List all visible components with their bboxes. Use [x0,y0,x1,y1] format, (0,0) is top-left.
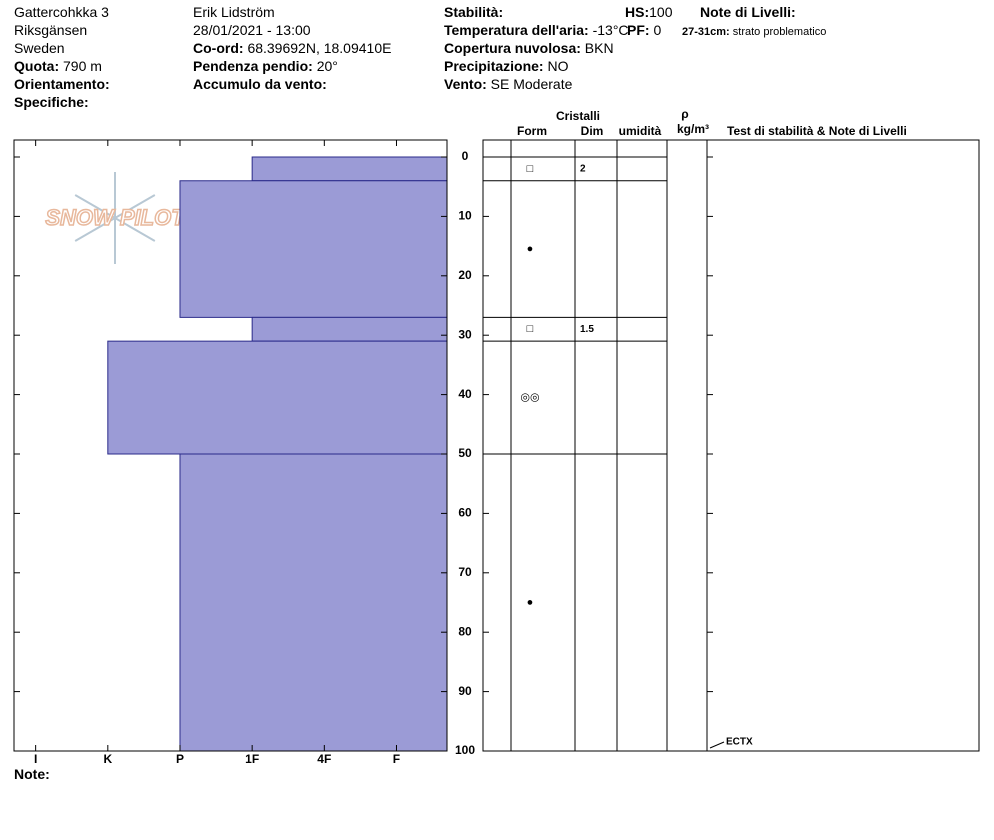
hardness-bar [107,340,448,455]
y-tick-label: 50 [458,446,472,460]
datetime: 28/01/2021 - 13:00 [193,22,311,38]
observer: Erik Lidström [193,4,275,20]
value: 0 [653,22,662,38]
pf: PF: 0 [627,22,661,38]
table-header: Form [517,124,547,138]
value: BKN [584,40,614,56]
text: strato problematico [732,26,827,38]
y-tick-label: 0 [462,149,469,163]
grain-form: ● [527,596,534,608]
y-tick-label: 100 [455,743,475,757]
table-header: umidità [619,124,662,138]
note: Note: [14,766,50,782]
value: NO [547,58,569,74]
logo: SNOW PILOT [45,205,186,230]
value: 68.39692N, 18.09410E [247,40,392,56]
label: HS: [625,4,650,20]
label: Quota: [14,58,60,74]
specifics: Specifiche: [14,94,89,110]
label: Accumulo da vento: [193,76,327,92]
grain-size: 2 [580,164,586,175]
y-tick-label: 80 [458,624,472,638]
label: Precipitazione: [444,58,544,74]
area: Riksgänsen [14,22,88,38]
site: Gattercohkka 3 [14,4,109,20]
x-tick-label: K [103,752,112,766]
test-arrow [709,741,725,749]
stability: Stabilità: [444,4,503,20]
x-tick-label: P [176,752,184,766]
table-frame [482,139,980,752]
y-tick-label: 20 [458,268,472,282]
y-tick-label: 30 [458,327,472,341]
label: Note di Livelli: [700,4,796,20]
hardness-bar [179,453,448,752]
grain-form: □ [527,163,534,175]
x-tick-label: F [393,752,400,766]
y-tick-label: 60 [458,506,472,520]
x-tick-label: 1F [245,752,259,766]
table-header: kg/m³ [677,122,709,136]
wind-loading: Accumulo da vento: [193,76,327,92]
label: Vento: [444,76,487,92]
value: 790 m [63,58,102,74]
country: Sweden [14,40,65,56]
precip: Precipitazione: NO [444,58,568,74]
logo-flake [74,194,116,219]
label: Note: [14,766,50,782]
label: PF: [627,22,650,38]
logo-flake [74,217,116,242]
x-tick-label: I [34,752,37,766]
plot-frame [13,139,448,752]
elevation: Quota: 790 m [14,58,102,74]
grain-form: ● [527,243,534,255]
test-result: ECTX [726,737,753,748]
table-header: Cristalli [556,109,600,123]
value: 20° [316,58,338,74]
value: SE Moderate [490,76,573,92]
logo-flake [114,194,156,219]
hardness-bar [251,156,448,182]
label: Pendenza pendio: [193,58,313,74]
label: Co-ord: [193,40,244,56]
y-tick-label: 70 [458,565,472,579]
y-tick-label: 90 [458,684,472,698]
label: Temperatura dell'aria: [444,22,589,38]
slope: Pendenza pendio: 20° [193,58,338,74]
range: 27-31cm: [682,26,730,38]
layer-notes: Note di Livelli: [700,4,796,20]
grain-form: □ [527,323,534,335]
air-temp: Temperatura dell'aria: -13°C [444,22,629,38]
y-tick-label: 10 [458,209,472,223]
grain-form: ◎◎ [520,391,539,403]
hs: HS:100 [625,4,672,20]
value: -13°C [592,22,629,38]
cloud: Copertura nuvolosa: BKN [444,40,614,56]
table-header: Dim [581,124,604,138]
table-header: Test di stabilità & Note di Livelli [727,124,907,138]
value: 100 [649,4,673,20]
grain-size: 1.5 [580,324,594,335]
aspect: Orientamento: [14,76,110,92]
table-header: ρ [681,107,688,121]
logo-flake [114,217,156,242]
hardness-bar [179,180,448,318]
label: Stabilità: [444,4,504,20]
x-tick-label: 4F [317,752,331,766]
hardness-bar [251,316,448,342]
coords: Co-ord: 68.39692N, 18.09410E [193,40,391,56]
label: Orientamento: [14,76,110,92]
label: Specifiche: [14,94,89,110]
layer-note: 27-31cm: strato problematico [682,24,826,40]
wind: Vento: SE Moderate [444,76,572,92]
label: Copertura nuvolosa: [444,40,581,56]
y-tick-label: 40 [458,387,472,401]
